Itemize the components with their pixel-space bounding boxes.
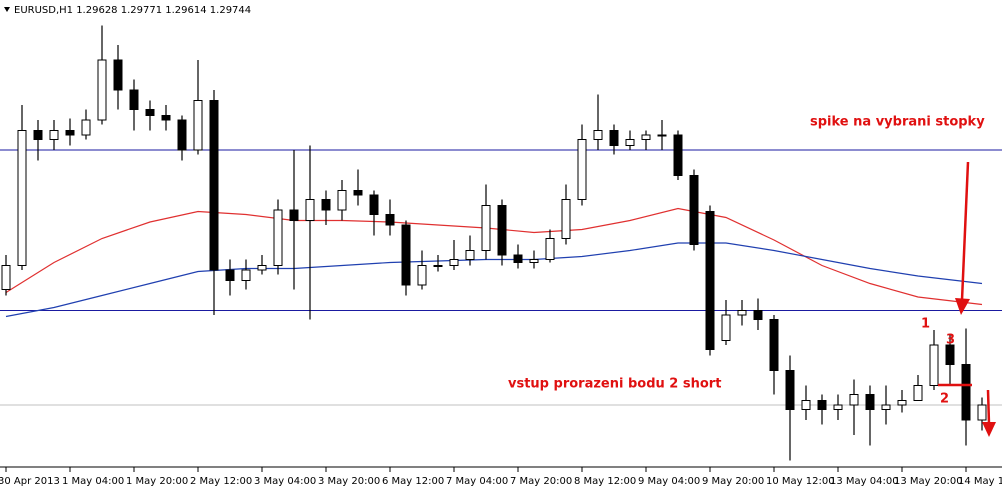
arrow [960,161,970,301]
annotation: 1 [921,317,930,332]
candle-body [705,211,715,350]
candle-body [817,400,827,410]
x-tick-label: 30 Apr 2013 [0,476,60,487]
candle-body [193,100,203,151]
candle-body [561,199,571,239]
candle-body [273,209,283,266]
candle-body [785,370,795,410]
candle-body [753,310,763,320]
candle-body [129,89,139,110]
candle-body [257,265,267,271]
candle-body [673,134,683,176]
candle-body [481,205,491,251]
candle-body [689,175,699,245]
candle-body [721,314,731,341]
candle-body [945,344,955,365]
candle-body [849,394,859,406]
candle-body [417,265,427,286]
annotation: 2 [940,392,949,407]
candle-body [897,400,907,406]
candle-body [449,259,459,266]
candle-body [913,385,923,401]
x-tick-label: 14 May 1 [958,476,1002,487]
candle-body [545,238,555,260]
candle-body [641,134,651,140]
candle-body [385,214,395,226]
x-tick-label: 6 May 12:00 [382,476,444,487]
chart-title: EURUSD,H1 1.29628 1.29771 1.29614 1.2974… [14,5,251,16]
candle-body [369,194,379,215]
candle-body [833,404,843,410]
candle-body [97,59,107,121]
x-tick-label: 9 May 04:00 [638,476,700,487]
candle-body [81,119,91,136]
x-tick-label: 3 May 04:00 [254,476,316,487]
candle-body [145,109,155,116]
candle-body [161,115,171,121]
candle-body [737,310,747,316]
arrow [986,389,991,425]
candle-body [337,190,347,211]
candle-body [881,404,891,410]
candle-body [529,259,539,263]
candle-body [625,139,635,146]
candle-body [177,119,187,151]
candle-body [241,269,251,281]
candle-body [433,265,443,267]
x-tick-label: 8 May 12:00 [574,476,636,487]
x-tick-label: 7 May 04:00 [446,476,508,487]
arrow-head [982,422,996,437]
candle-body [49,130,59,140]
candle-body [977,404,987,421]
candle-body [609,130,619,146]
annotation: 3 [946,333,955,348]
candle-body [657,134,667,137]
x-tick-label: 13 May 20:00 [894,476,963,487]
candle-body [1,265,11,290]
candle-body [865,394,875,410]
menu-triangle [4,7,10,12]
candle-body [465,250,475,260]
x-tick-label: 9 May 20:00 [702,476,764,487]
candle-body [305,199,315,221]
candle-body [353,190,363,196]
candle-body [801,400,811,410]
candle-body [289,209,299,221]
x-tick-label: 1 May 04:00 [62,476,124,487]
x-tick-label: 1 May 20:00 [126,476,188,487]
candle-body [17,130,27,266]
x-tick-label: 7 May 20:00 [510,476,572,487]
x-tick-label: 2 May 12:00 [190,476,252,487]
candle-body [513,254,523,263]
arrow-head [955,298,970,315]
candle-body [961,364,971,421]
plot [0,25,1002,461]
candle-body [321,199,331,211]
annotation: spike na vybrani stopky [810,115,985,130]
candle-body [497,205,507,256]
x-tick-label: 13 May 04:00 [830,476,899,487]
candle-body [65,130,75,136]
candle-body [33,130,43,140]
candle-body [225,269,235,281]
candle-body [577,139,587,200]
candle-body [209,100,219,271]
candle-body [769,319,779,371]
candle-body [929,344,939,386]
x-tick-label: 10 May 12:00 [766,476,835,487]
candle-body [593,130,603,140]
candle-body [401,224,411,286]
candle-body [113,59,123,91]
annotation: vstup prorazeni bodu 2 short [508,377,721,392]
x-tick-label: 3 May 20:00 [318,476,380,487]
